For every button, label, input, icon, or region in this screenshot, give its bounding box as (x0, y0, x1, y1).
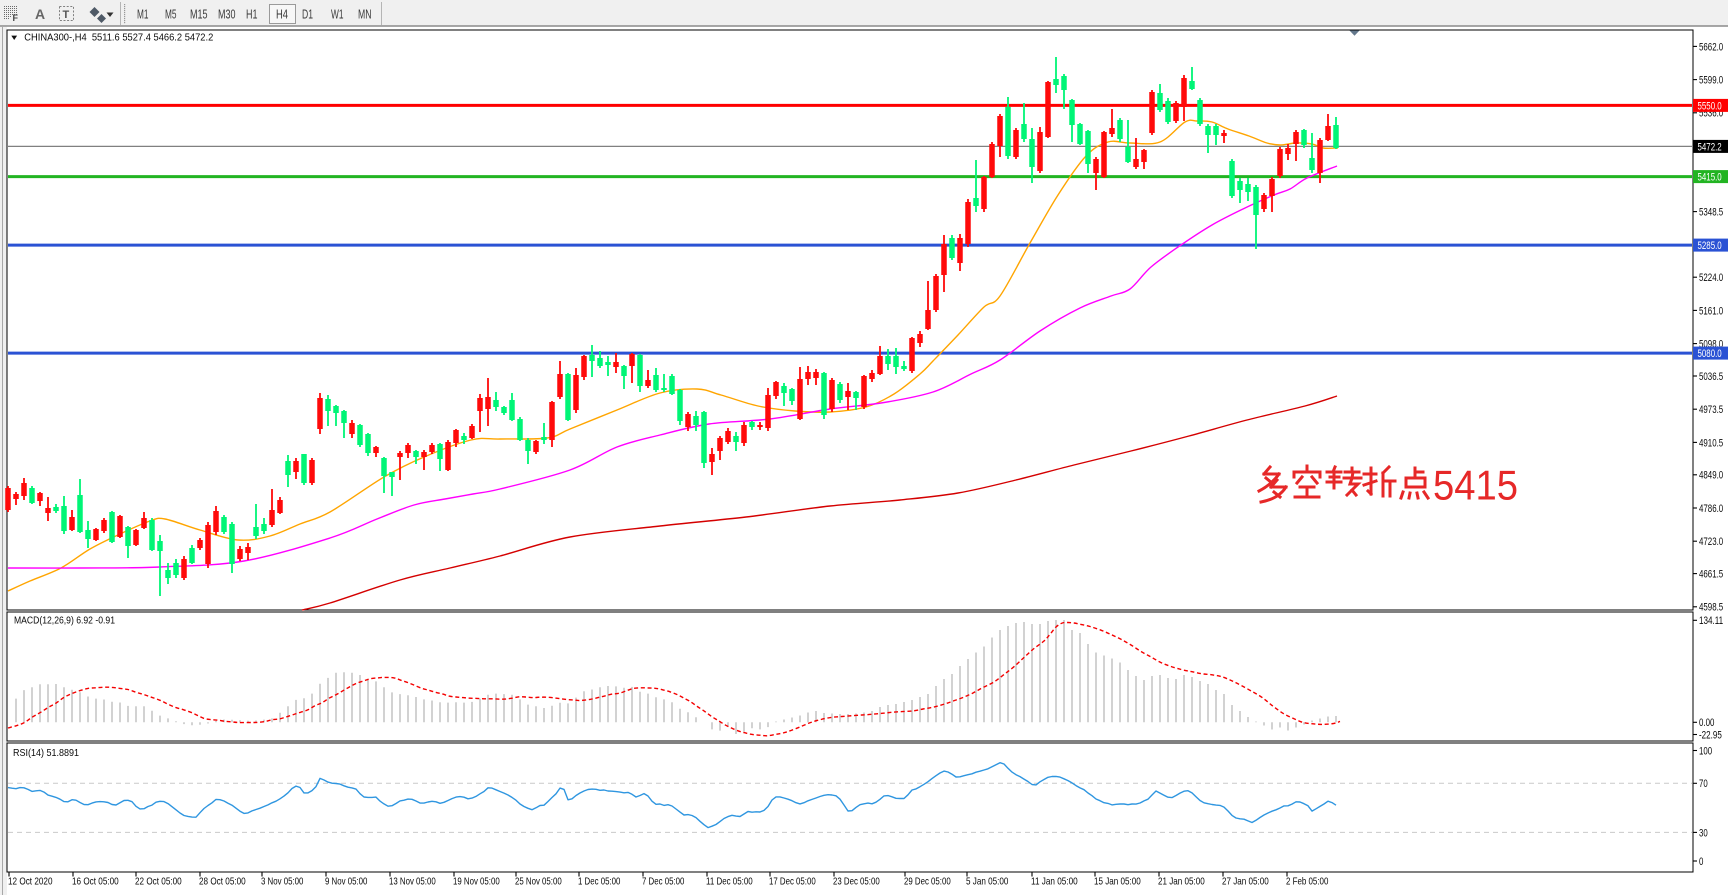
svg-text:30: 30 (1699, 827, 1708, 839)
svg-text:5550.0: 5550.0 (1698, 100, 1722, 112)
svg-text:16 Oct 05:00: 16 Oct 05:00 (72, 877, 119, 888)
svg-text:5080.0: 5080.0 (1698, 348, 1722, 360)
svg-text:A: A (35, 6, 45, 22)
svg-text:28 Oct 05:00: 28 Oct 05:00 (199, 877, 246, 888)
svg-text:134.11: 134.11 (1699, 615, 1723, 627)
svg-text:-22.95: -22.95 (1699, 729, 1722, 741)
svg-text:M30: M30 (218, 7, 236, 22)
svg-text:4786.0: 4786.0 (1699, 503, 1723, 515)
svg-text:5415.0: 5415.0 (1698, 172, 1722, 184)
svg-text:2 Feb 05:00: 2 Feb 05:00 (1286, 877, 1329, 888)
svg-text:3 Nov 05:00: 3 Nov 05:00 (261, 877, 304, 888)
svg-text:RSI(14) 51.8891: RSI(14) 51.8891 (13, 748, 79, 759)
svg-text:11 Jan 05:00: 11 Jan 05:00 (1031, 877, 1078, 888)
svg-text:4661.5: 4661.5 (1699, 569, 1723, 581)
svg-text:7 Dec 05:00: 7 Dec 05:00 (642, 877, 685, 888)
svg-text:W1: W1 (331, 7, 344, 22)
svg-text:4849.0: 4849.0 (1699, 470, 1723, 482)
svg-text:CHINA300-,H4 5511.6 5527.4 54: CHINA300-,H4 5511.6 5527.4 5466.2 5472.2 (24, 33, 213, 44)
svg-text:4910.5: 4910.5 (1699, 437, 1723, 449)
svg-text:29 Dec 05:00: 29 Dec 05:00 (904, 877, 951, 888)
svg-text:5599.0: 5599.0 (1699, 75, 1723, 87)
svg-text:5 Jan 05:00: 5 Jan 05:00 (966, 877, 1009, 888)
svg-text:21 Jan 05:00: 21 Jan 05:00 (1158, 877, 1205, 888)
svg-text:1 Dec 05:00: 1 Dec 05:00 (578, 877, 621, 888)
svg-text:100: 100 (1699, 745, 1712, 757)
svg-text:M1: M1 (137, 7, 149, 22)
svg-text:MN: MN (358, 7, 372, 22)
svg-text:4973.5: 4973.5 (1699, 404, 1723, 416)
svg-text:M15: M15 (190, 7, 208, 22)
svg-text:5161.0: 5161.0 (1699, 305, 1723, 317)
svg-text:5285.0: 5285.0 (1698, 240, 1722, 252)
svg-text:9 Nov 05:00: 9 Nov 05:00 (325, 877, 368, 888)
svg-text:11 Dec 05:00: 11 Dec 05:00 (706, 877, 753, 888)
svg-text:5662.0: 5662.0 (1699, 41, 1723, 53)
svg-text:70: 70 (1699, 778, 1708, 790)
svg-text:13 Nov 05:00: 13 Nov 05:00 (389, 877, 436, 888)
svg-text:17 Dec 05:00: 17 Dec 05:00 (769, 877, 816, 888)
svg-text:5224.0: 5224.0 (1699, 272, 1723, 284)
svg-text:T: T (63, 9, 70, 21)
svg-text:23 Dec 05:00: 23 Dec 05:00 (833, 877, 880, 888)
svg-text:H4: H4 (276, 7, 288, 22)
svg-text:MACD(12,26,9) 6.92 -0.91: MACD(12,26,9) 6.92 -0.91 (14, 616, 115, 627)
svg-text:5036.5: 5036.5 (1699, 371, 1723, 383)
svg-text:0.00: 0.00 (1699, 717, 1714, 729)
svg-text:F: F (13, 13, 19, 23)
svg-text:4723.0: 4723.0 (1699, 536, 1723, 548)
svg-text:19 Nov 05:00: 19 Nov 05:00 (453, 877, 500, 888)
svg-text:4598.5: 4598.5 (1699, 602, 1723, 614)
svg-text:25 Nov 05:00: 25 Nov 05:00 (515, 877, 562, 888)
svg-text:5348.5: 5348.5 (1699, 207, 1723, 219)
svg-text:D1: D1 (302, 7, 313, 22)
svg-text:12 Oct 2020: 12 Oct 2020 (8, 877, 53, 888)
svg-text:15 Jan 05:00: 15 Jan 05:00 (1094, 877, 1141, 888)
svg-text:5472.2: 5472.2 (1698, 141, 1722, 153)
svg-text:M5: M5 (165, 7, 177, 22)
svg-text:0: 0 (1699, 856, 1703, 868)
svg-text:27 Jan 05:00: 27 Jan 05:00 (1222, 877, 1269, 888)
svg-text:H1: H1 (246, 7, 258, 22)
svg-text:5415: 5415 (1433, 462, 1518, 509)
svg-text:22 Oct 05:00: 22 Oct 05:00 (135, 877, 182, 888)
